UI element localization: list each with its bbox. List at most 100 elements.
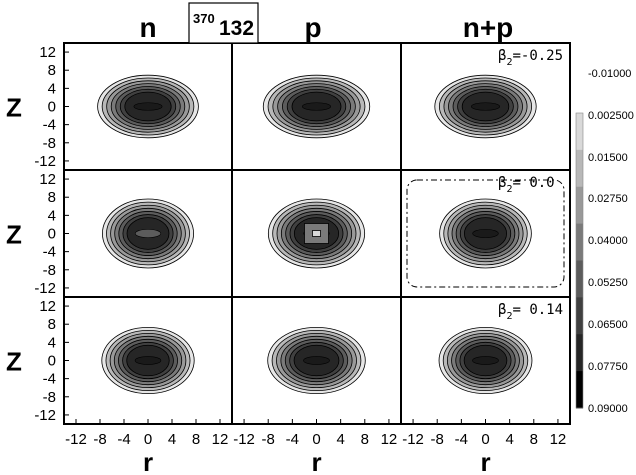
outer-low-density-contour [406,179,565,288]
x-tick-label: 12 [381,431,398,448]
panel-grid: β2=-0.25 β2= 0.0 β2= 0.14 [63,42,571,425]
y-tick-label: 12 [39,171,56,188]
x-tick-label: -12 [65,431,87,448]
inner-density-feature [472,356,499,365]
beta2-label-row-2: β2= 0.14 [498,302,563,322]
contour-panel-p-row-2 [231,296,402,425]
y-tick-label: 4 [48,334,56,351]
x-tick-label: -8 [262,431,275,448]
y-tick-label: -12 [34,153,56,170]
contour-panel-n-row-2 [63,296,233,425]
x-tick-label: 8 [192,431,200,448]
inner-density-feature [303,356,330,365]
y-tick-label: 0 [48,226,56,243]
colorbar-level-label: 0.09000 [588,403,628,415]
x-tick-label: 4 [505,431,513,448]
beta2-label-row-0: β2=-0.25 [498,48,563,68]
x-tick-label: -8 [431,431,444,448]
inner-density-feature [302,102,331,111]
y-tick-label: -8 [43,262,56,279]
column-title-n: n [139,12,156,43]
x-tick-label: -12 [402,431,424,448]
y-tick-label: -12 [34,280,56,297]
x-axis-title: r [311,447,321,475]
y-axis-title: Z [6,93,22,123]
x-tick-label: 12 [550,431,567,448]
y-tick-label: 8 [48,62,56,79]
y-tick-label: -8 [43,135,56,152]
x-tick-label: 0 [312,431,320,448]
inner-density-feature [134,356,162,365]
x-tick-label: 8 [361,431,369,448]
x-tick-label: 4 [336,431,344,448]
y-tick-label: 8 [48,316,56,333]
contour-panel-n-plus-p-row-0: β2=-0.25 [400,42,571,171]
inner-density-feature [133,102,163,111]
y-tick-label: 8 [48,189,56,206]
x-tick-label: -4 [455,431,468,448]
x-tick-label: 4 [168,431,176,448]
x-tick-label: 8 [530,431,538,448]
beta2-value: = 0.0 [512,175,554,191]
y-tick-label: -12 [34,407,56,424]
colorbar-segment [576,260,583,298]
beta2-subscript: 2 [506,311,512,322]
x-tick-label: -12 [233,431,255,448]
y-tick-label: 4 [48,80,56,97]
colorbar-segment [576,149,583,188]
colorbar-level-label: 0.002500 [588,110,634,122]
contour-panel-n-row-0 [63,42,233,171]
contour-panel-p-row-1 [231,169,402,298]
x-axis-title: r [480,447,490,475]
beta2-subscript: 2 [506,57,512,68]
beta2-value: =-0.25 [512,48,563,64]
contour-panel-p-row-0 [231,42,402,171]
colorbar-segment [576,371,583,409]
colorbar-segment [576,334,583,372]
x-axis-title: r [143,447,153,475]
column-titles: n p n+p [139,12,513,43]
y-tick-label: 12 [39,44,56,61]
column-title-p: p [304,12,321,43]
y-tick-label: 0 [48,99,56,116]
x-tick-label: -4 [286,431,299,448]
colorbar-level-label: -0.01000 [588,68,631,80]
x-tick-label: -4 [117,431,130,448]
colorbar-level-label: 0.02750 [588,193,628,205]
beta2-label-row-1: β2= 0.0 [498,175,555,195]
x-tick-label: 12 [212,431,229,448]
y-tick-label: 12 [39,298,56,315]
colorbar-segment [576,113,583,151]
beta2-value: = 0.14 [512,302,563,318]
y-tick-label: 4 [48,207,56,224]
inner-density-feature [471,102,500,111]
colorbar: -0.01000 0.002500 0.01500 0.02750 0.04000 0.0… [575,68,634,415]
x-axis-labels: -12 -8 -4 0 4 8 12r-12 -8 -4 0 4 8 12r-12 -8 -4 0 4 8 12r [65,419,566,475]
y-tick-label: -4 [43,117,56,134]
colorbar-level-label: 0.04000 [588,235,628,247]
inner-density-feature [472,229,499,238]
y-tick-label: -4 [43,371,56,388]
colorbar-segment [576,186,583,225]
colorbar-segment [576,223,583,261]
beta2-subscript: 2 [506,184,512,195]
y-axis-title: Z [6,220,22,250]
central-bubble-core [312,230,321,237]
contour-panel-n-plus-p-row-2: β2= 0.14 [400,296,571,425]
y-tick-label: 0 [48,353,56,370]
contour-panel-n-plus-p-row-1: β2= 0.0 [400,169,571,298]
x-tick-label: 0 [481,431,489,448]
y-axis-title: Z [6,347,22,377]
colorbar-segment [576,297,583,335]
contour-panel-n-row-1 [63,169,233,298]
column-title-n-plus-p: n+p [463,12,514,43]
inner-density-feature [134,229,162,238]
nucleus-charge-number: 132 [219,17,254,40]
x-tick-label: -8 [93,431,106,448]
colorbar-frame [575,112,584,409]
colorbar-level-label: 0.06500 [588,319,628,331]
y-tick-label: -8 [43,389,56,406]
y-tick-label: -4 [43,244,56,261]
